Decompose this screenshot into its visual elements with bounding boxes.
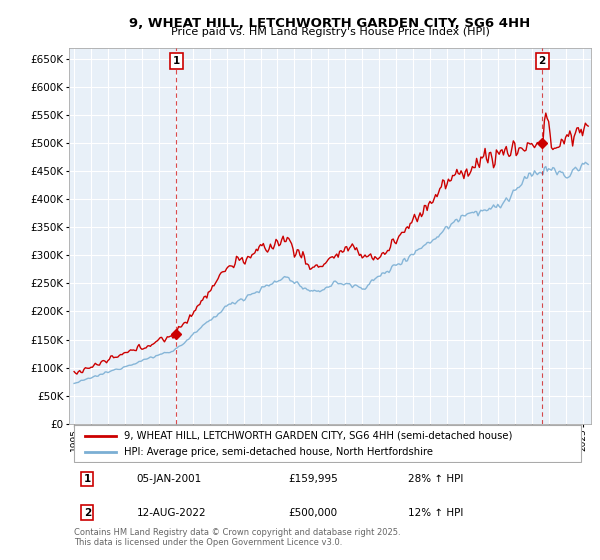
Text: Contains HM Land Registry data © Crown copyright and database right 2025.
This d: Contains HM Land Registry data © Crown c… — [74, 528, 401, 548]
Text: £500,000: £500,000 — [288, 508, 337, 518]
Text: 12-AUG-2022: 12-AUG-2022 — [137, 508, 206, 518]
Text: £159,995: £159,995 — [288, 474, 338, 484]
Text: HPI: Average price, semi-detached house, North Hertfordshire: HPI: Average price, semi-detached house,… — [124, 447, 433, 458]
Text: 12% ↑ HPI: 12% ↑ HPI — [409, 508, 464, 518]
Text: 2: 2 — [83, 508, 91, 518]
Text: 05-JAN-2001: 05-JAN-2001 — [137, 474, 202, 484]
Text: 2: 2 — [539, 56, 546, 66]
Text: Price paid vs. HM Land Registry's House Price Index (HPI): Price paid vs. HM Land Registry's House … — [170, 27, 490, 38]
Text: 1: 1 — [173, 56, 180, 66]
Text: 1: 1 — [83, 474, 91, 484]
FancyBboxPatch shape — [74, 426, 581, 462]
Text: 28% ↑ HPI: 28% ↑ HPI — [409, 474, 464, 484]
Text: 9, WHEAT HILL, LETCHWORTH GARDEN CITY, SG6 4HH: 9, WHEAT HILL, LETCHWORTH GARDEN CITY, S… — [130, 17, 530, 30]
Text: 9, WHEAT HILL, LETCHWORTH GARDEN CITY, SG6 4HH (semi-detached house): 9, WHEAT HILL, LETCHWORTH GARDEN CITY, S… — [124, 431, 512, 441]
